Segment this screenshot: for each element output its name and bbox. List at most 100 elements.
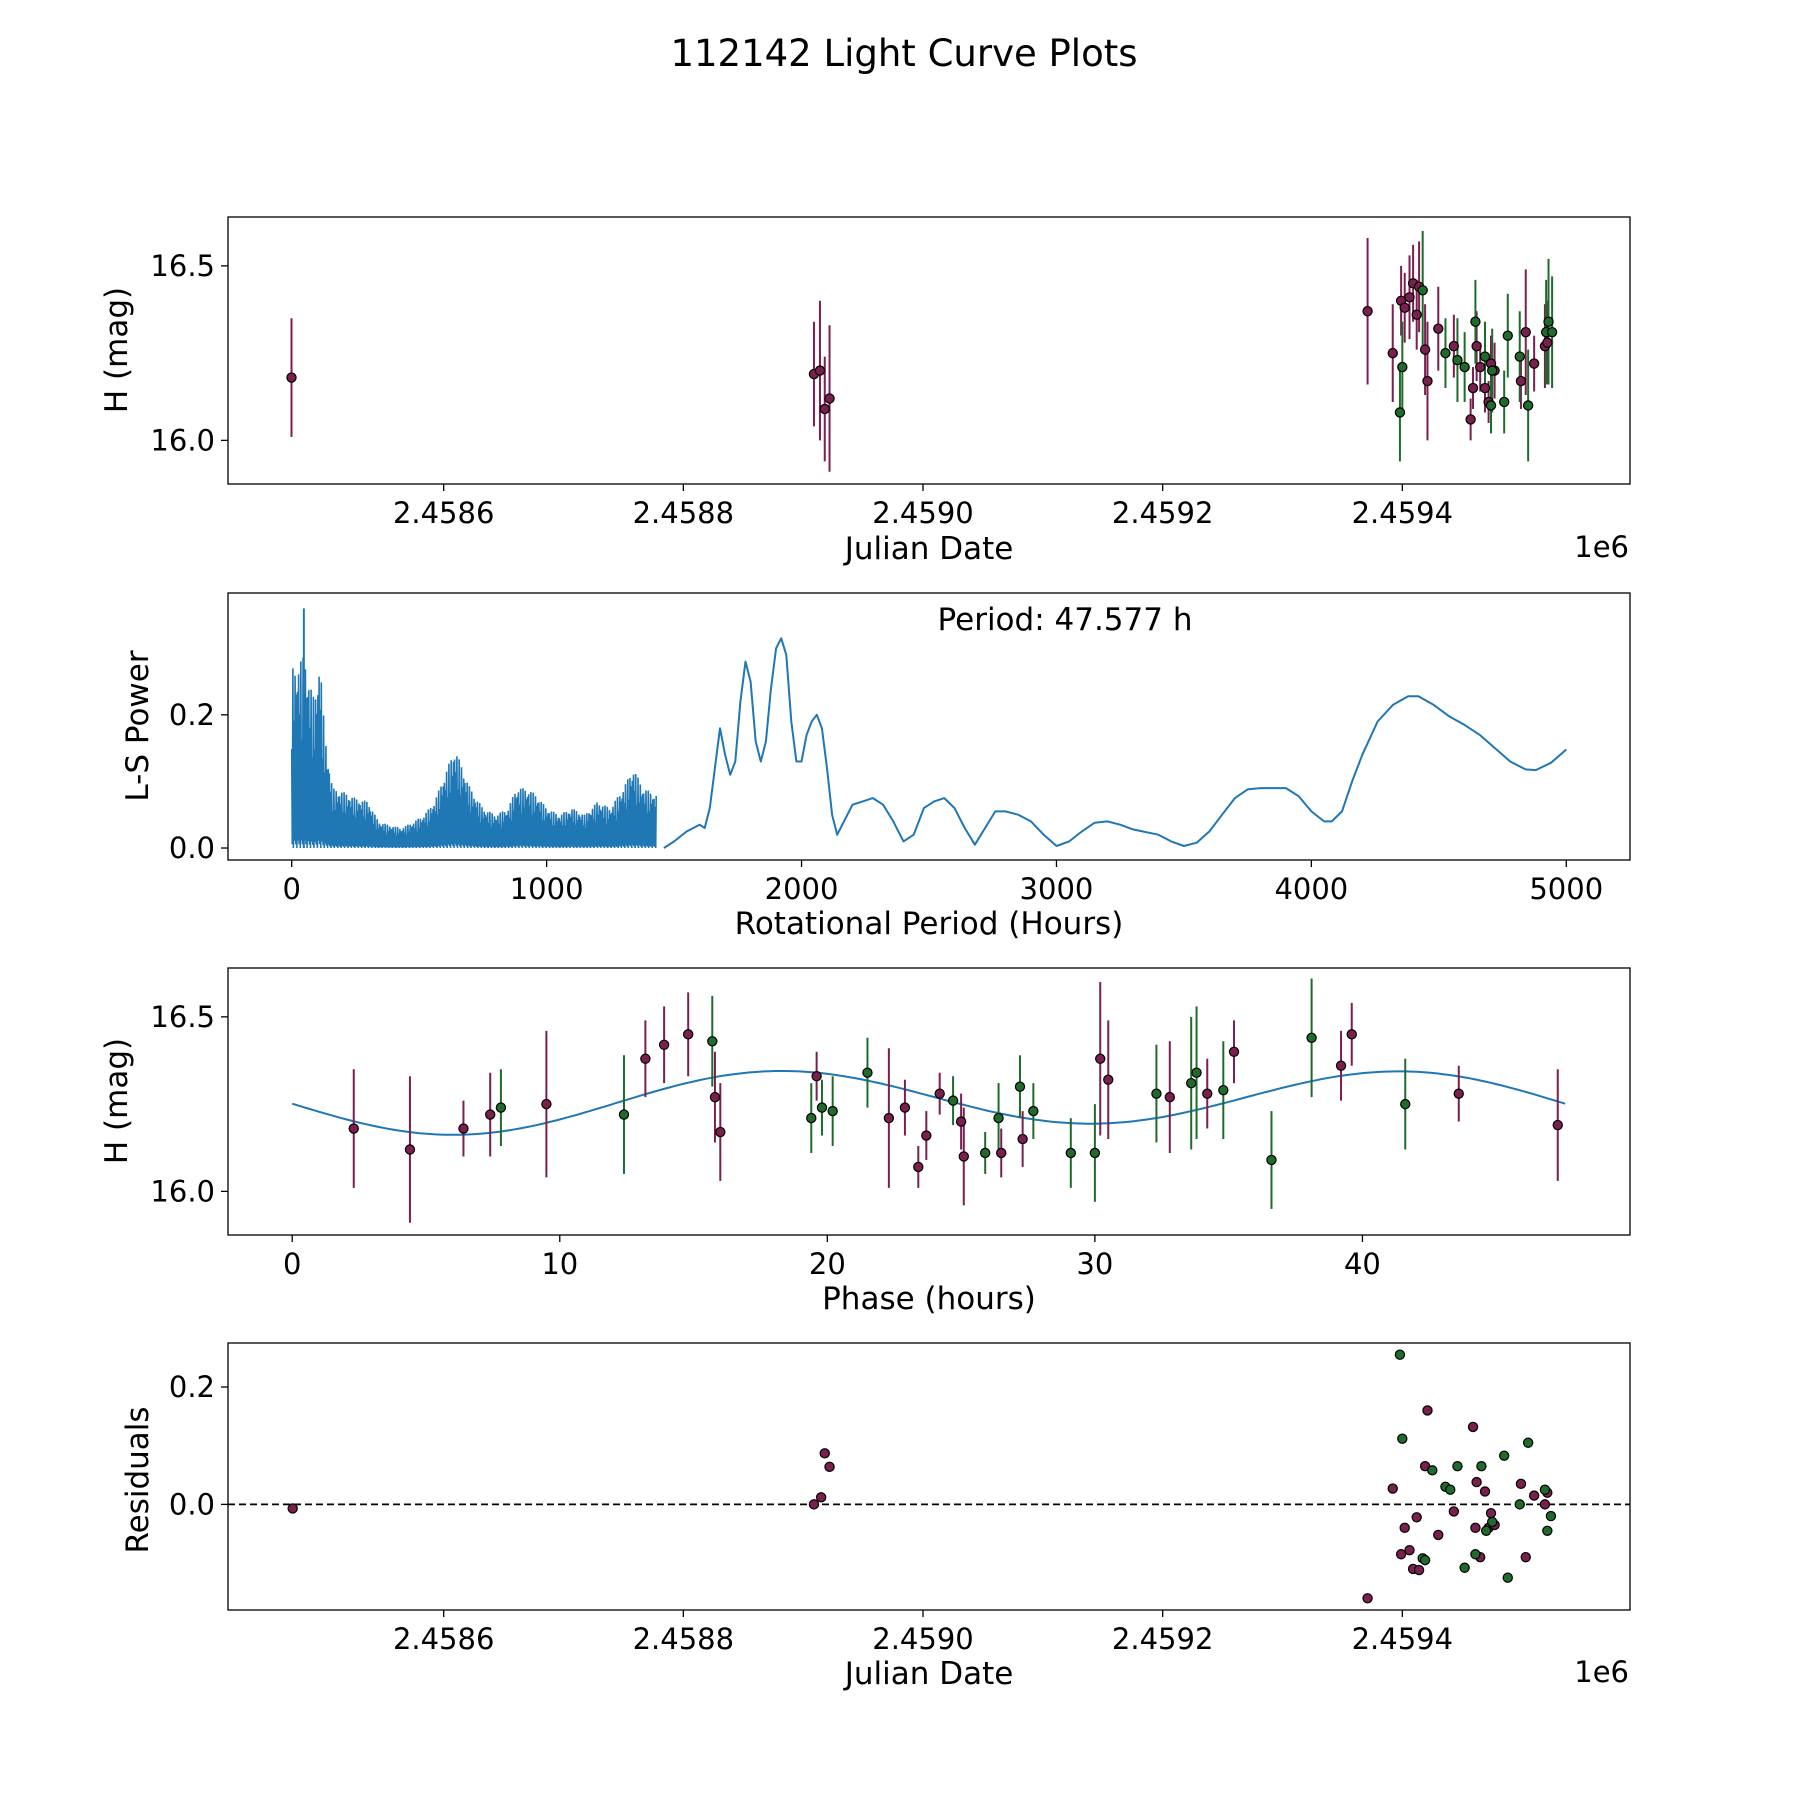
phased-xlabel: Phase (hours) — [822, 1281, 1036, 1317]
data-point — [1388, 349, 1397, 358]
lightcurve-ytick-label: 16.0 — [150, 423, 215, 457]
data-point — [1363, 1594, 1372, 1603]
residuals-offset-label: 1e6 — [1574, 1655, 1629, 1689]
data-point — [496, 1103, 505, 1112]
periodogram-xlabel: Rotational Period (Hours) — [735, 906, 1124, 942]
phased-ytick-label: 16.5 — [150, 1000, 215, 1034]
data-point — [1165, 1093, 1174, 1102]
data-point — [1488, 1517, 1497, 1526]
data-point — [619, 1110, 628, 1119]
data-point — [863, 1068, 872, 1077]
data-point — [1540, 1485, 1549, 1494]
data-point — [1412, 310, 1421, 319]
periodogram-xtick-label: 5000 — [1529, 872, 1603, 906]
data-point — [1347, 1030, 1356, 1039]
data-point — [1486, 1509, 1495, 1518]
phased-xtick-label: 30 — [1076, 1247, 1113, 1281]
periodogram-ytick-label: 0.2 — [169, 698, 215, 732]
lightcurve-xlabel: Julian Date — [843, 531, 1014, 567]
data-point — [1415, 1565, 1424, 1574]
data-point — [957, 1117, 966, 1126]
residuals-xtick-label: 2.4586 — [393, 1622, 494, 1656]
data-point — [1363, 307, 1372, 316]
data-point — [1460, 1563, 1469, 1572]
data-point — [1449, 342, 1458, 351]
phased-xtick-label: 10 — [541, 1247, 578, 1281]
data-point — [1524, 1438, 1533, 1447]
data-point — [994, 1113, 1003, 1122]
data-point — [1548, 328, 1557, 337]
figure-title: 112142 Light Curve Plots — [670, 32, 1137, 75]
periodogram-ytick-label: 0.0 — [169, 831, 215, 865]
data-point — [1454, 1089, 1463, 1098]
data-point — [1152, 1089, 1161, 1098]
data-point — [820, 404, 829, 413]
data-point — [1515, 1500, 1524, 1509]
data-point — [981, 1148, 990, 1157]
period-annotation: Period: 47.577 h — [938, 602, 1193, 638]
phased-ytick-label: 16.0 — [150, 1174, 215, 1208]
data-point — [710, 1093, 719, 1102]
data-point — [1428, 1466, 1437, 1475]
data-point — [1471, 317, 1480, 326]
data-point — [1029, 1106, 1038, 1115]
data-point — [1336, 1061, 1345, 1070]
light-curve-figure: 112142 Light Curve Plots 2.4586 2.4588 2.4… — [0, 0, 1800, 1800]
data-point — [1476, 362, 1485, 371]
data-point — [1412, 1513, 1421, 1522]
data-point — [828, 1106, 837, 1115]
data-point — [1307, 1033, 1316, 1042]
data-point — [1395, 408, 1404, 417]
lightcurve-ytick-label: 16.5 — [150, 249, 215, 283]
data-point — [820, 1449, 829, 1458]
data-point — [542, 1100, 551, 1109]
data-point — [641, 1054, 650, 1063]
data-point — [459, 1124, 468, 1133]
data-point — [1466, 415, 1475, 424]
data-point — [825, 394, 834, 403]
data-point — [1500, 397, 1509, 406]
data-point — [1401, 1100, 1410, 1109]
data-point — [1544, 317, 1553, 326]
data-point — [1090, 1148, 1099, 1157]
data-point — [959, 1152, 968, 1161]
data-point — [1468, 1422, 1477, 1431]
data-point — [1503, 1573, 1512, 1582]
data-point — [809, 1500, 818, 1509]
data-point — [1543, 1526, 1552, 1535]
phased-xtick-label: 20 — [809, 1247, 846, 1281]
lightcurve-ylabel: H (mag) — [99, 287, 135, 413]
phased-xtick-label: 0 — [283, 1247, 301, 1281]
data-point — [1516, 1479, 1525, 1488]
data-point — [1516, 376, 1525, 385]
data-point — [1405, 293, 1414, 302]
data-point — [1453, 355, 1462, 364]
data-point — [708, 1037, 717, 1046]
data-point — [935, 1089, 944, 1098]
data-point — [1488, 366, 1497, 375]
data-point — [1515, 352, 1524, 361]
lightcurve-xtick-label: 2.4588 — [633, 496, 734, 530]
data-point — [1480, 352, 1489, 361]
data-point — [1219, 1086, 1228, 1095]
data-point — [807, 1113, 816, 1122]
data-point — [684, 1030, 693, 1039]
data-point — [1540, 1500, 1549, 1509]
periodogram-xtick-label: 4000 — [1274, 872, 1348, 906]
data-point — [1460, 362, 1469, 371]
residuals-xtick-label: 2.4592 — [1112, 1622, 1213, 1656]
data-point — [1203, 1089, 1212, 1098]
residuals-xtick-label: 2.4594 — [1352, 1622, 1453, 1656]
data-point — [1441, 349, 1450, 358]
data-point — [1486, 401, 1495, 410]
data-point — [1471, 1550, 1480, 1559]
lightcurve-xtick-label: 2.4594 — [1352, 496, 1453, 530]
data-point — [1420, 345, 1429, 354]
data-point — [1530, 359, 1539, 368]
data-point — [1187, 1079, 1196, 1088]
data-point — [1477, 1462, 1486, 1471]
data-point — [1388, 1484, 1397, 1493]
data-point — [1018, 1134, 1027, 1143]
residuals-ytick-label: 0.2 — [169, 1370, 215, 1404]
residuals-ylabel: Residuals — [120, 1406, 156, 1553]
